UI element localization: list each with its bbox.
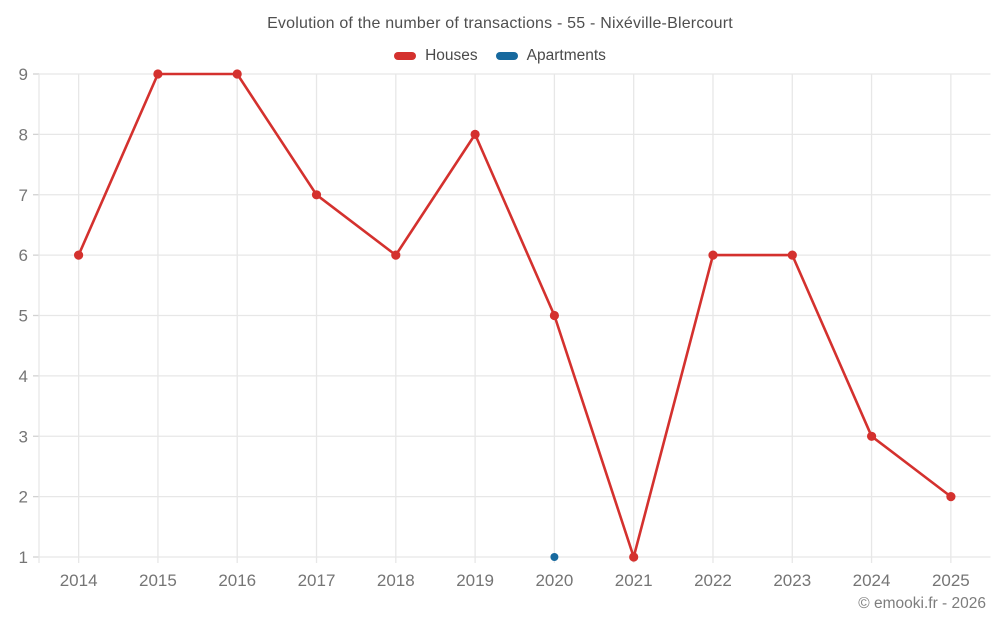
chart-title: Evolution of the number of transactions … <box>267 15 733 32</box>
legend-item-apartments[interactable]: Apartments <box>495 47 606 65</box>
x-axis-label-2024: 2024 <box>853 571 891 590</box>
x-axis-label-2014: 2014 <box>60 571 98 590</box>
point-houses-2017[interactable] <box>311 190 322 200</box>
x-axis-label-2017: 2017 <box>298 571 336 590</box>
point-houses-2023[interactable] <box>787 250 797 260</box>
x-axis-label-2025: 2025 <box>932 571 970 590</box>
point-houses-2024[interactable] <box>867 431 877 441</box>
point-houses-2014[interactable] <box>74 250 84 260</box>
y-axis-labels: 1 2 3 4 5 6 7 8 9 <box>19 65 28 567</box>
point-houses-2021[interactable] <box>629 552 639 562</box>
legend-label-apartments: Apartments <box>526 47 606 64</box>
x-axis-label-2020: 2020 <box>535 571 573 590</box>
gridlines <box>33 73 991 563</box>
point-apartments-2020[interactable] <box>550 553 559 561</box>
legend-item-houses[interactable]: Houses <box>394 47 478 65</box>
x-axis-label-2022: 2022 <box>694 571 732 590</box>
series-houses <box>74 69 956 562</box>
copyright-text: © emooki.fr - 2026 <box>858 595 986 612</box>
y-axis-label: 3 <box>19 427 28 446</box>
point-houses-2022[interactable] <box>708 250 718 260</box>
x-axis-label-2018: 2018 <box>377 571 415 590</box>
legend-swatch-apartments <box>495 52 518 60</box>
x-axis-label-2016: 2016 <box>218 571 256 590</box>
x-axis-label-2021: 2021 <box>615 571 653 590</box>
legend-label-houses: Houses <box>425 47 478 64</box>
y-axis-label: 6 <box>19 246 28 265</box>
y-axis-label: 5 <box>19 307 28 326</box>
y-axis-label: 7 <box>19 186 28 205</box>
x-axis-label-2015: 2015 <box>139 571 177 590</box>
y-axis-label: 9 <box>19 65 28 84</box>
y-axis-label: 4 <box>19 367 28 386</box>
x-axis-label-2023: 2023 <box>773 571 811 590</box>
point-houses-2019[interactable] <box>470 129 480 139</box>
point-houses-2015[interactable] <box>153 69 163 79</box>
y-axis-label: 1 <box>19 548 28 567</box>
point-houses-2018[interactable] <box>391 250 401 260</box>
y-axis-label: 2 <box>19 488 28 507</box>
x-axis-labels: 2014 2015 2016 2017 2018 2019 2020 2021 2022 2023… <box>60 571 970 590</box>
chart-legend: Houses Apartments <box>0 47 1000 65</box>
x-axis-label-2019: 2019 <box>456 571 494 590</box>
point-houses-2016[interactable] <box>232 69 242 79</box>
y-axis-label: 8 <box>19 125 28 144</box>
series-apartments <box>550 553 559 561</box>
point-houses-2020[interactable] <box>549 310 560 321</box>
legend-swatch-houses <box>394 52 417 60</box>
point-houses-2025[interactable] <box>946 492 956 502</box>
houses-line <box>77 72 953 559</box>
